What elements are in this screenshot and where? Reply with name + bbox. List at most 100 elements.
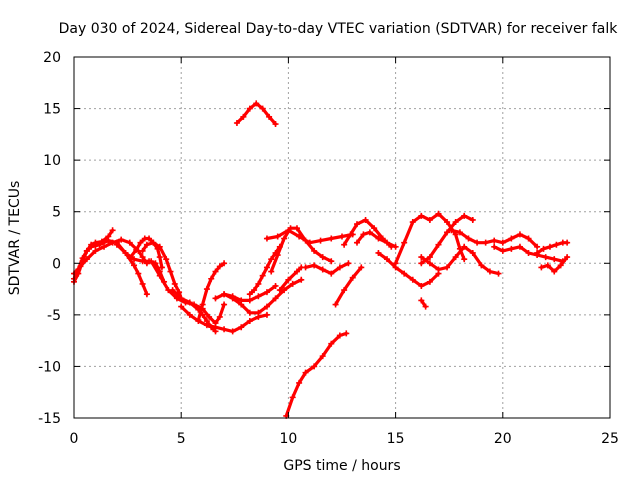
y-tick-label: 10 (43, 153, 61, 169)
data-point (289, 394, 296, 401)
data-point (456, 229, 463, 236)
data-point (118, 236, 125, 243)
data-point (208, 275, 215, 282)
series-line (222, 278, 303, 315)
y-tick-label: -10 (38, 359, 61, 375)
data-series (71, 100, 571, 419)
data-point (336, 264, 343, 271)
data-point (461, 212, 468, 219)
data-point (240, 113, 247, 120)
data-point (448, 227, 455, 234)
data-point (296, 233, 303, 240)
data-point (274, 233, 281, 240)
x-axis-label: GPS time / hours (283, 458, 400, 474)
data-point (469, 249, 476, 256)
data-point (564, 254, 571, 261)
data-point (156, 272, 163, 279)
x-tick-label: 5 (177, 431, 186, 447)
data-point (131, 256, 138, 263)
x-tick-label: 10 (279, 431, 297, 447)
data-point (360, 231, 367, 238)
data-point (246, 105, 253, 112)
series-track-18 (302, 260, 352, 277)
data-point (263, 289, 270, 296)
series-line (235, 101, 278, 126)
data-point (499, 239, 506, 246)
data-point (96, 241, 103, 248)
data-point (233, 120, 240, 127)
series-track-11 (195, 260, 228, 324)
data-point (426, 278, 433, 285)
data-point (354, 221, 361, 228)
series-line (278, 265, 303, 292)
data-point (486, 268, 493, 275)
series-track-22 (375, 249, 442, 289)
series-track-31 (283, 330, 350, 419)
data-point (362, 216, 369, 223)
data-point (238, 324, 245, 331)
data-point (293, 225, 300, 232)
y-tick-label: 15 (43, 102, 61, 118)
data-point (345, 260, 352, 267)
data-point (293, 268, 300, 275)
data-point (255, 280, 262, 287)
data-point (101, 243, 108, 250)
data-point (409, 219, 416, 226)
data-point (311, 363, 318, 370)
data-point (263, 235, 270, 242)
data-point (435, 210, 442, 217)
data-point (195, 317, 202, 324)
series-track-12 (212, 282, 279, 304)
data-point (143, 291, 150, 298)
series-line (394, 212, 466, 265)
data-point (126, 239, 133, 246)
series-line (334, 265, 363, 307)
data-point (263, 264, 270, 271)
data-point (274, 252, 281, 259)
axis-ticks: 0 5 10 15 20 25 -15 -10 -5 0 5 10 15 20 (38, 50, 619, 447)
data-point (137, 239, 144, 246)
chart-title: Day 030 of 2024, Sidereal Day-to-day VTE… (59, 21, 619, 37)
data-point (206, 313, 213, 320)
data-point (422, 303, 429, 310)
data-point (79, 255, 86, 262)
series-track-07 (139, 239, 185, 302)
x-tick-label: 20 (494, 431, 512, 447)
data-point (171, 280, 178, 287)
data-point (143, 241, 150, 248)
data-point (366, 229, 373, 236)
data-point (418, 254, 425, 261)
series-track-17 (276, 264, 305, 294)
data-point (246, 291, 253, 298)
data-point (491, 237, 498, 244)
data-point (272, 121, 279, 128)
data-point (199, 301, 206, 308)
data-point (461, 256, 468, 263)
data-point (298, 276, 305, 283)
data-point (418, 212, 425, 219)
data-point (461, 243, 468, 250)
data-point (221, 291, 228, 298)
data-point (508, 245, 515, 252)
series-track-30 (233, 100, 279, 128)
data-point (150, 239, 157, 246)
data-point (133, 246, 140, 253)
data-point (444, 219, 451, 226)
data-point (311, 262, 318, 269)
data-point (328, 258, 335, 265)
data-point (169, 287, 176, 294)
data-point (92, 247, 99, 254)
data-point (255, 309, 262, 316)
data-point (358, 264, 365, 271)
data-point (544, 262, 551, 269)
data-point (328, 235, 335, 242)
data-point (375, 249, 382, 256)
y-tick-label: -5 (47, 308, 61, 324)
data-point (266, 113, 273, 120)
data-point (186, 311, 193, 318)
data-point (491, 243, 498, 250)
data-point (156, 254, 163, 261)
data-point (495, 270, 502, 277)
data-point (546, 243, 553, 250)
data-point (525, 235, 532, 242)
